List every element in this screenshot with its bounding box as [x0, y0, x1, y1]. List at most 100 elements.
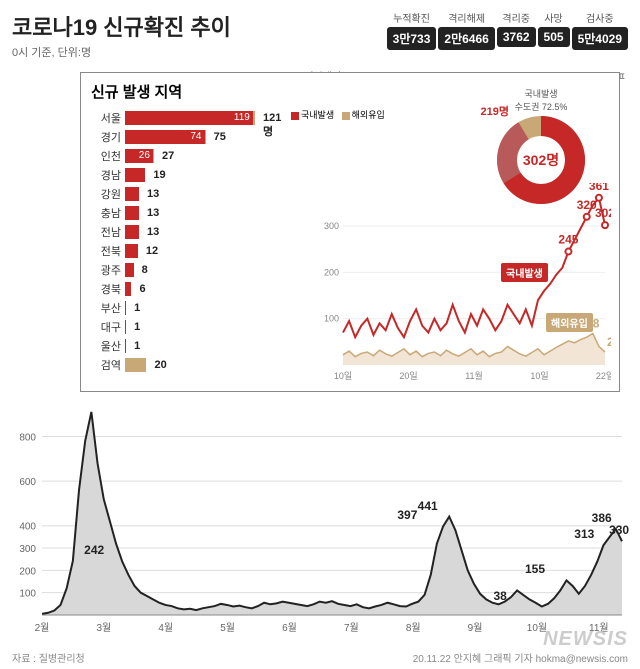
region-name: 부산: [91, 300, 121, 316]
svg-text:2월: 2월: [35, 622, 50, 634]
region-bar: 6: [125, 282, 291, 296]
svg-text:800: 800: [19, 432, 36, 443]
stat-label: 누적확진: [387, 10, 437, 25]
svg-text:245: 245: [558, 233, 578, 247]
region-bar: 1: [125, 320, 291, 334]
region-row: 경기 7475: [91, 127, 291, 146]
badge-domestic: 국내발생: [501, 263, 548, 282]
region-row: 부산 1: [91, 298, 291, 317]
stat-box: 검사중 5만4029: [572, 10, 628, 50]
region-bar: 13: [125, 206, 291, 220]
svg-text:20일: 20일: [399, 371, 417, 381]
region-bar: 12: [125, 244, 291, 258]
svg-text:6월: 6월: [282, 622, 297, 634]
region-bar: 20: [125, 358, 291, 372]
region-name: 전남: [91, 224, 121, 240]
svg-text:11월: 11월: [465, 370, 483, 381]
region-total: 1: [134, 320, 140, 334]
peak-label: 38: [494, 589, 507, 603]
svg-text:3월: 3월: [96, 622, 111, 634]
region-row: 서울 119121명: [91, 108, 291, 127]
region-name: 검역: [91, 357, 121, 373]
stat-value: 3762: [497, 27, 536, 47]
region-row: 충남 13: [91, 203, 291, 222]
stat-box: 누적확진3만733: [387, 10, 437, 50]
region-bar: 13: [125, 225, 291, 239]
svg-text:400: 400: [19, 522, 36, 533]
legend-swatch-domestic: [291, 112, 299, 120]
donut-metro-value: 219명: [481, 103, 509, 119]
svg-text:200: 200: [324, 267, 339, 277]
region-name: 경기: [91, 129, 121, 145]
region-bar-chart: 서울119121명경기7475인천2627경남19강원13충남13전남13전북1…: [91, 108, 291, 374]
mini-trend-chart: 245320361302682810020030010일20일11월10일22일…: [321, 183, 611, 383]
source-text: 자료 : 질병관리청: [12, 654, 85, 665]
svg-text:9월: 9월: [468, 622, 483, 634]
region-name: 충남: [91, 205, 121, 221]
peak-label: 313: [574, 527, 594, 541]
region-row: 경남 19: [91, 165, 291, 184]
region-bar: 13: [125, 187, 291, 201]
peak-label: 242: [84, 543, 104, 557]
svg-text:100: 100: [324, 314, 339, 324]
stat-label: 격리해제: [438, 10, 494, 25]
region-bar: 19: [125, 168, 291, 182]
stat-box: 격리중3762: [497, 10, 536, 47]
region-name: 서울: [91, 110, 121, 126]
region-bar: 119121명: [125, 111, 291, 125]
svg-text:4월: 4월: [158, 622, 173, 634]
region-name: 광주: [91, 262, 121, 278]
region-name: 경북: [91, 281, 121, 297]
region-row: 전남 13: [91, 222, 291, 241]
main-trend-chart: 1002003004006008002월3월4월5월6월7월8월9월10월11월…: [12, 395, 628, 635]
region-total: 1: [134, 301, 140, 315]
region-bar: 1: [125, 339, 291, 353]
svg-text:5월: 5월: [220, 622, 235, 634]
stats-row: 누적확진3만733격리해제2만6466격리중3762사망 505검사중 5만4029: [385, 10, 628, 50]
region-name: 대구: [91, 319, 121, 335]
svg-text:8월: 8월: [406, 622, 421, 634]
region-name: 경남: [91, 167, 121, 183]
region-total: 8: [142, 263, 148, 277]
region-bar: 2627: [125, 149, 291, 163]
svg-text:600: 600: [19, 477, 36, 488]
region-total: 13: [147, 187, 159, 201]
peak-label: 397: [397, 508, 417, 522]
svg-text:7월: 7월: [344, 622, 359, 634]
stat-label: 사망: [538, 10, 570, 25]
footer-credit: 20.11.22 안지혜 그래픽 기자 hokma@newsis.com: [413, 650, 628, 665]
peak-label: 441: [418, 499, 438, 513]
region-name: 울산: [91, 338, 121, 354]
svg-text:361: 361: [589, 183, 609, 193]
infographic-root: 코로나19 신규확진 추이 누적확진3만733격리해제2만6466격리중3762…: [0, 0, 640, 669]
svg-text:10일: 10일: [334, 371, 352, 381]
region-bar: 1: [125, 301, 291, 315]
stat-box: 사망 505: [538, 10, 570, 47]
svg-text:28: 28: [607, 335, 611, 349]
region-name: 인천: [91, 148, 121, 164]
badge-overseas: 해외유입: [546, 313, 593, 332]
stat-value: 5만4029: [572, 27, 628, 50]
region-row: 광주 8: [91, 260, 291, 279]
region-bar: 7475: [125, 130, 291, 144]
region-bar: 8: [125, 263, 291, 277]
svg-text:200: 200: [19, 566, 36, 577]
region-total: 20: [154, 358, 166, 372]
header: 코로나19 신규확진 추이 누적확진3만733격리해제2만6466격리중3762…: [0, 0, 640, 64]
region-total: 19: [153, 168, 165, 182]
main-title: 코로나19 신규확진 추이: [12, 10, 231, 42]
region-total: 6: [139, 282, 145, 296]
svg-text:100: 100: [19, 589, 36, 600]
svg-text:22일: 22일: [596, 371, 611, 381]
svg-text:302: 302: [595, 206, 611, 220]
stat-label: 검사중: [572, 10, 628, 25]
inset-panel: 신규 발생 지역 서울119121명경기7475인천2627경남19강원13충남…: [80, 72, 620, 392]
region-row: 경북 6: [91, 279, 291, 298]
svg-text:300: 300: [324, 221, 339, 231]
stat-box: 격리해제2만6466: [438, 10, 494, 50]
region-total: 1: [134, 339, 140, 353]
region-row: 울산 1: [91, 336, 291, 355]
footer: 자료 : 질병관리청 20.11.22 안지혜 그래픽 기자 hokma@new…: [12, 650, 628, 665]
region-row: 강원13: [91, 184, 291, 203]
stat-value: 505: [538, 27, 570, 47]
